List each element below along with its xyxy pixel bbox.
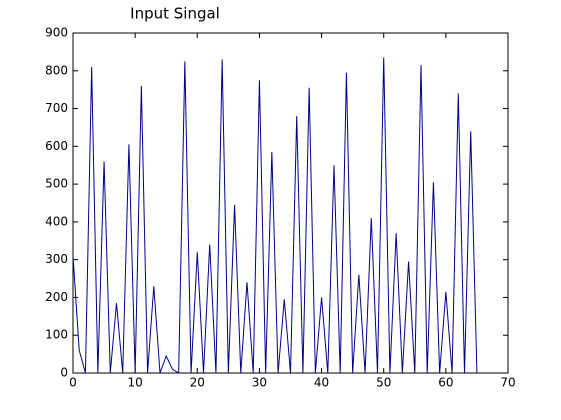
y-tick-label: 900 — [45, 26, 68, 40]
y-tick-label: 700 — [45, 101, 68, 115]
x-tick-label: 30 — [252, 376, 267, 390]
x-tick-label: 70 — [500, 376, 515, 390]
y-tick-label: 800 — [45, 63, 68, 77]
chart-title: Input Singal — [130, 5, 220, 23]
y-tick-label: 300 — [45, 252, 68, 266]
y-tick-label: 0 — [60, 366, 68, 380]
y-tick-label: 200 — [45, 290, 68, 304]
y-tick-label: 600 — [45, 139, 68, 153]
y-tick-label: 500 — [45, 177, 68, 191]
x-tick-label: 10 — [128, 376, 143, 390]
x-tick-label: 0 — [69, 376, 77, 390]
x-tick-label: 20 — [190, 376, 205, 390]
x-tick-label: 50 — [376, 376, 391, 390]
x-tick-label: 40 — [314, 376, 329, 390]
y-tick-label: 400 — [45, 214, 68, 228]
data-line — [72, 57, 478, 374]
x-tick-label: 60 — [438, 376, 453, 390]
y-tick-label: 100 — [45, 328, 68, 342]
